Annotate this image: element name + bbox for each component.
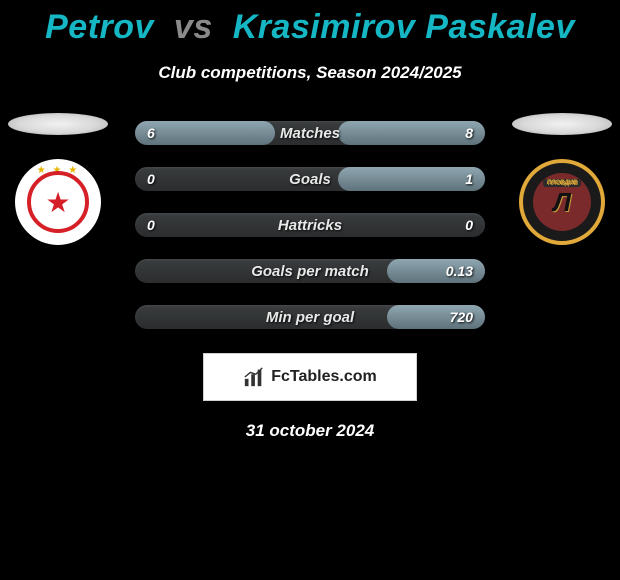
loko-banner: ПЛОВДИВ	[543, 179, 581, 187]
stat-row: 0 Goals 1	[135, 167, 485, 191]
stats-list: 6 Matches 8 0 Goals 1 0 Hattricks 0 Goals per mat…	[135, 121, 485, 329]
brand-watermark: FcTables.com	[203, 353, 417, 401]
player2-name: Krasimirov Paskalev	[233, 8, 575, 46]
stat-value-right: 8	[465, 125, 473, 141]
stat-row: Min per goal 720	[135, 305, 485, 329]
vs-text: vs	[174, 8, 213, 46]
stat-value-left: 6	[147, 125, 155, 141]
stat-value-right: 720	[450, 309, 473, 325]
team-right-column: ПЛОВДИВ Л	[512, 113, 612, 245]
team-right-badge: ПЛОВДИВ Л	[519, 159, 605, 245]
stat-row: Goals per match 0.13	[135, 259, 485, 283]
player1-name: Petrov	[45, 8, 154, 46]
stat-label: Goals	[289, 171, 331, 188]
brand-text: FcTables.com	[271, 368, 377, 386]
stat-label: Goals per match	[251, 263, 369, 280]
stat-label: Matches	[280, 125, 340, 142]
stat-value-right: 0.13	[446, 263, 473, 279]
stat-value-left: 0	[147, 217, 155, 233]
loko-initial: Л	[553, 187, 571, 218]
stat-fill-right	[338, 121, 485, 145]
snapshot-date: 31 october 2024	[0, 421, 620, 441]
cska-star-icon: ★	[45, 186, 70, 219]
stat-value-left: 0	[147, 171, 155, 187]
stat-fill-left	[135, 121, 275, 145]
team-left-badge: ★ ★ ★ ★	[15, 159, 101, 245]
stat-value-right: 1	[465, 171, 473, 187]
stat-row: 0 Hattricks 0	[135, 213, 485, 237]
stat-fill-right	[338, 167, 485, 191]
loko-inner-icon: ПЛОВДИВ Л	[533, 173, 591, 231]
stat-label: Min per goal	[266, 309, 354, 326]
competition-subtitle: Club competitions, Season 2024/2025	[0, 63, 620, 83]
barchart-icon	[243, 366, 265, 388]
stats-container: ★ ★ ★ ★ ПЛОВДИВ Л 6 Matches 8 0 Goals 1 0 Hattr…	[0, 121, 620, 329]
stat-row: 6 Matches 8	[135, 121, 485, 145]
halo-left	[8, 113, 108, 135]
stat-value-right: 0	[465, 217, 473, 233]
team-left-column: ★ ★ ★ ★	[8, 113, 108, 245]
comparison-title: Petrov vs Krasimirov Paskalev	[0, 8, 620, 47]
halo-right	[512, 113, 612, 135]
stat-label: Hattricks	[278, 217, 342, 234]
